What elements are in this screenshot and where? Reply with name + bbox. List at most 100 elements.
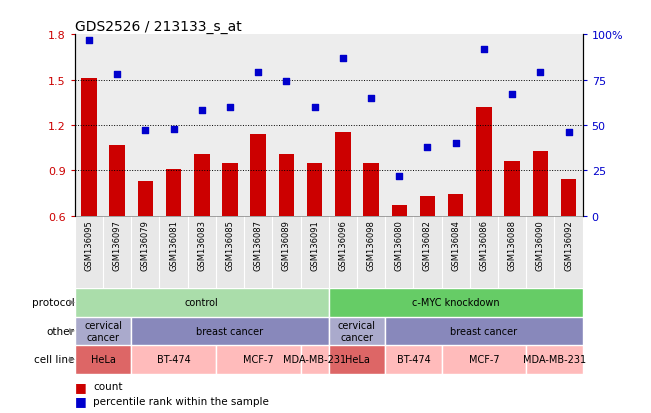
Bar: [526, 345, 583, 374]
Text: cell line: cell line: [34, 354, 74, 365]
Text: GSM136089: GSM136089: [282, 220, 291, 271]
Bar: [103, 35, 132, 216]
Bar: [279, 154, 294, 216]
Bar: [329, 216, 357, 288]
Bar: [526, 216, 555, 288]
Bar: [329, 35, 357, 216]
Bar: [357, 35, 385, 216]
Bar: [75, 216, 103, 288]
Point: [84, 37, 94, 44]
Text: GSM136084: GSM136084: [451, 220, 460, 271]
Text: GSM136085: GSM136085: [225, 220, 234, 271]
Bar: [441, 216, 470, 288]
Text: ■: ■: [75, 394, 87, 407]
Bar: [301, 35, 329, 216]
Bar: [441, 35, 470, 216]
Text: GSM136096: GSM136096: [339, 220, 348, 271]
Bar: [385, 216, 413, 288]
Bar: [391, 206, 407, 216]
Point: [338, 55, 348, 62]
Bar: [561, 180, 576, 216]
Bar: [216, 345, 301, 374]
Bar: [441, 345, 526, 374]
Bar: [533, 151, 548, 216]
Point: [394, 173, 404, 180]
Bar: [505, 162, 520, 216]
Text: GSM136087: GSM136087: [254, 220, 263, 271]
Bar: [301, 345, 329, 374]
Text: BT-474: BT-474: [157, 354, 191, 365]
Point: [422, 144, 433, 151]
Point: [563, 130, 574, 136]
Text: control: control: [185, 298, 219, 308]
Bar: [448, 195, 464, 216]
Text: GSM136091: GSM136091: [310, 220, 319, 271]
Text: count: count: [93, 381, 122, 391]
Bar: [329, 345, 385, 374]
Point: [309, 104, 320, 111]
Bar: [132, 345, 216, 374]
Bar: [272, 216, 301, 288]
Bar: [301, 216, 329, 288]
Bar: [307, 163, 322, 216]
Bar: [159, 35, 187, 216]
Bar: [103, 216, 132, 288]
Bar: [137, 181, 153, 216]
Text: GSM136098: GSM136098: [367, 220, 376, 271]
Bar: [109, 145, 125, 216]
Bar: [251, 135, 266, 216]
Point: [507, 92, 518, 98]
Bar: [385, 35, 413, 216]
Point: [197, 108, 207, 114]
Text: HeLa: HeLa: [344, 354, 369, 365]
Bar: [222, 163, 238, 216]
Bar: [555, 216, 583, 288]
Bar: [498, 35, 526, 216]
Point: [253, 70, 264, 76]
Text: GSM136081: GSM136081: [169, 220, 178, 271]
Bar: [420, 197, 436, 216]
Text: BT-474: BT-474: [396, 354, 430, 365]
Point: [140, 128, 150, 134]
Point: [225, 104, 235, 111]
Bar: [132, 317, 329, 345]
Bar: [272, 35, 301, 216]
Bar: [335, 133, 351, 216]
Bar: [555, 35, 583, 216]
Text: GSM136079: GSM136079: [141, 220, 150, 271]
Bar: [329, 317, 385, 345]
Text: cervical
cancer: cervical cancer: [338, 320, 376, 342]
Bar: [159, 216, 187, 288]
Point: [535, 70, 546, 76]
Text: breast cancer: breast cancer: [197, 326, 264, 336]
Text: breast cancer: breast cancer: [450, 326, 518, 336]
Text: other: other: [46, 326, 74, 336]
Bar: [216, 216, 244, 288]
Bar: [385, 345, 441, 374]
Text: c-MYC knockdown: c-MYC knockdown: [412, 298, 499, 308]
Text: ■: ■: [75, 380, 87, 393]
Bar: [413, 35, 441, 216]
Point: [450, 140, 461, 147]
Text: GDS2526 / 213133_s_at: GDS2526 / 213133_s_at: [75, 20, 242, 34]
Text: MCF-7: MCF-7: [243, 354, 273, 365]
Bar: [526, 35, 555, 216]
Bar: [166, 169, 182, 216]
Point: [281, 79, 292, 85]
Text: GSM136088: GSM136088: [508, 220, 517, 271]
Bar: [75, 345, 132, 374]
Bar: [132, 35, 159, 216]
Text: cervical
cancer: cervical cancer: [84, 320, 122, 342]
Bar: [357, 216, 385, 288]
Bar: [187, 35, 216, 216]
Text: GSM136097: GSM136097: [113, 220, 122, 271]
Bar: [329, 288, 583, 317]
Bar: [244, 35, 272, 216]
Bar: [75, 35, 103, 216]
Bar: [75, 317, 132, 345]
Text: MCF-7: MCF-7: [469, 354, 499, 365]
Bar: [498, 216, 526, 288]
Point: [169, 126, 179, 133]
Bar: [385, 317, 583, 345]
Text: GSM136095: GSM136095: [85, 220, 94, 271]
